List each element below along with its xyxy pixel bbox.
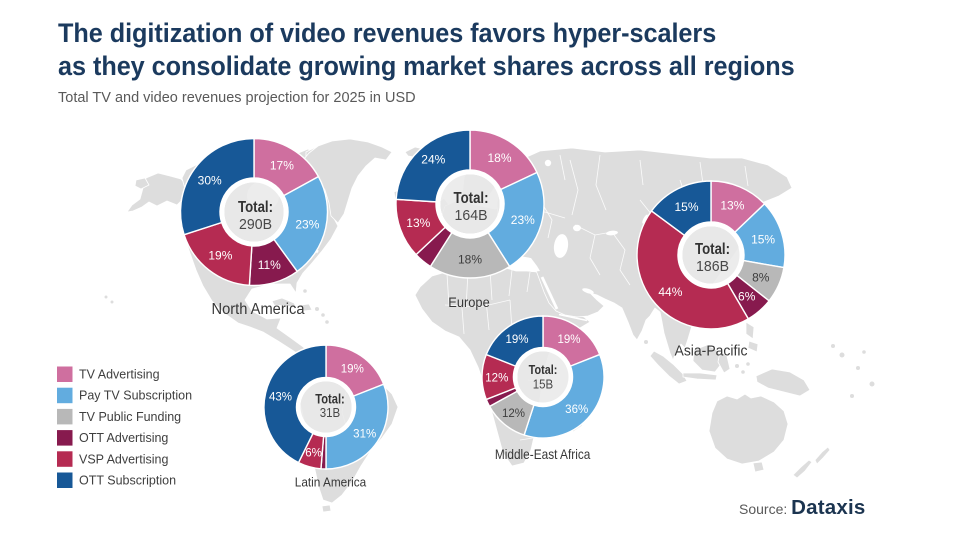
svg-text:30%: 30%	[198, 173, 222, 187]
svg-text:15%: 15%	[751, 233, 775, 247]
svg-text:OTT Subscription: OTT Subscription	[79, 474, 176, 488]
svg-text:17%: 17%	[270, 158, 294, 172]
svg-text:TV Advertising: TV Advertising	[79, 368, 160, 382]
svg-text:OTT Advertising: OTT Advertising	[79, 431, 168, 445]
svg-text:Total:: Total:	[238, 199, 273, 216]
svg-text:11%: 11%	[258, 258, 281, 272]
svg-text:15%: 15%	[674, 200, 698, 214]
svg-text:19%: 19%	[341, 364, 364, 376]
svg-text:19%: 19%	[208, 249, 232, 263]
svg-text:Pay TV Subscription: Pay TV Subscription	[79, 389, 192, 403]
svg-text:12%: 12%	[485, 372, 508, 384]
svg-text:6%: 6%	[738, 290, 756, 304]
svg-text:Europe: Europe	[448, 294, 490, 310]
svg-text:24%: 24%	[421, 152, 445, 166]
svg-text:8%: 8%	[752, 271, 770, 285]
svg-text:6%: 6%	[305, 447, 322, 459]
svg-text:290B: 290B	[239, 216, 272, 233]
svg-text:186B: 186B	[696, 258, 729, 275]
svg-text:North America: North America	[212, 301, 305, 318]
svg-text:Latin America: Latin America	[295, 476, 367, 490]
svg-text:13%: 13%	[406, 216, 430, 230]
svg-text:Total:: Total:	[454, 190, 489, 207]
svg-text:TV Public Funding: TV Public Funding	[79, 410, 181, 424]
svg-text:23%: 23%	[295, 217, 319, 231]
svg-text:12%: 12%	[502, 408, 525, 420]
svg-text:Middle-East Africa: Middle-East Africa	[495, 446, 591, 462]
svg-text:18%: 18%	[458, 252, 482, 266]
svg-text:Total:: Total:	[695, 241, 730, 258]
svg-text:Total:: Total:	[529, 362, 558, 377]
svg-text:18%: 18%	[487, 151, 511, 165]
svg-text:19%: 19%	[557, 334, 580, 346]
svg-text:Total:: Total:	[315, 392, 345, 407]
svg-text:44%: 44%	[658, 285, 682, 299]
svg-text:31%: 31%	[353, 429, 376, 441]
svg-text:43%: 43%	[269, 392, 292, 404]
svg-text:23%: 23%	[511, 213, 535, 227]
svg-text:31B: 31B	[320, 405, 341, 420]
svg-text:15B: 15B	[533, 377, 553, 391]
svg-text:Asia-Pacific: Asia-Pacific	[675, 344, 748, 360]
svg-text:164B: 164B	[455, 207, 488, 224]
svg-text:19%: 19%	[505, 334, 528, 346]
svg-text:36%: 36%	[565, 404, 588, 416]
svg-text:13%: 13%	[720, 198, 744, 212]
svg-text:VSP Advertising: VSP Advertising	[79, 452, 168, 466]
